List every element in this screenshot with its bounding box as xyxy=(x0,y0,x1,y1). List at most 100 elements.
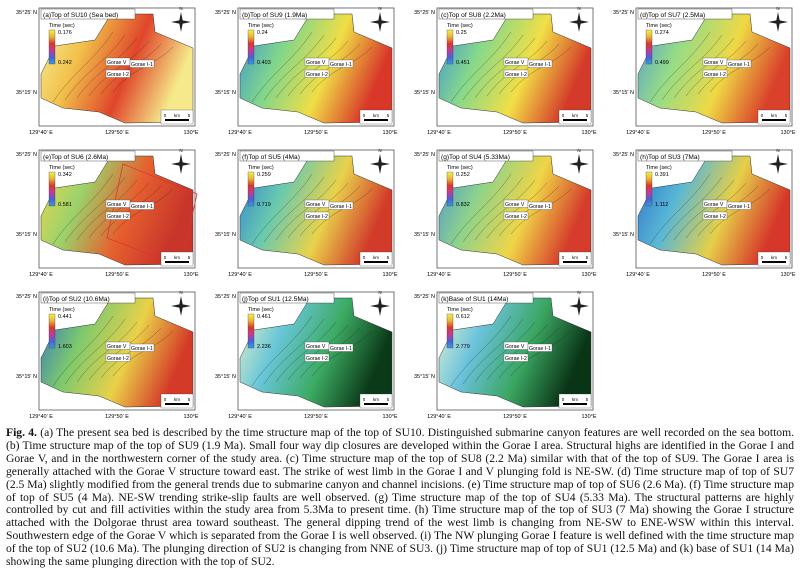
label-box xyxy=(105,69,131,78)
colorbar-label: Time (sec) xyxy=(447,307,473,313)
structure-label: Gorae I-1 xyxy=(529,62,551,68)
scale-label: 5 xyxy=(785,255,788,260)
scale-label: km xyxy=(771,255,777,260)
lat-label: 35°15' N xyxy=(215,90,236,96)
label-box xyxy=(328,59,354,68)
lon-label: 129°40' E xyxy=(427,130,451,136)
label-box xyxy=(503,211,529,220)
scale-bar xyxy=(563,119,587,121)
lon-label: 129°50' E xyxy=(304,130,328,136)
scale-label: 5 xyxy=(586,255,589,260)
structure-label: Gorae I-1 xyxy=(330,204,352,210)
contour-line xyxy=(88,40,150,97)
label-box xyxy=(503,69,529,78)
colorbar-min: 0.24 xyxy=(257,30,268,36)
lat-label: 35°25' N xyxy=(16,10,37,16)
label-box xyxy=(328,343,354,352)
contour-line xyxy=(661,176,723,243)
scale-label: 0 xyxy=(363,113,366,118)
contour-line xyxy=(64,176,126,243)
structure-label: Gorae I-2 xyxy=(704,72,726,78)
north-label: N xyxy=(179,6,182,11)
scale-label: km xyxy=(572,397,578,402)
lon-label: 129°50' E xyxy=(105,414,129,420)
lon-label: 129°40' E xyxy=(29,272,53,278)
panel-title: (g)Top of SU4 (5.33Ma) xyxy=(441,154,510,161)
scale-label: 5 xyxy=(188,255,191,260)
title-box xyxy=(637,8,733,20)
lon-label: 129°40' E xyxy=(228,272,252,278)
lat-label: 35°15' N xyxy=(16,90,37,96)
structure-label: Gorae I-2 xyxy=(505,72,527,78)
contour-line xyxy=(474,179,536,241)
scale-label: 0 xyxy=(164,113,167,118)
title-box xyxy=(239,292,335,304)
scale-label: km xyxy=(771,113,777,118)
lon-label: 129°40' E xyxy=(228,130,252,136)
lon-label: 130°E xyxy=(581,272,596,278)
colorbar-label: Time (sec) xyxy=(447,165,473,171)
contour-line xyxy=(275,179,337,241)
north-label: N xyxy=(378,6,381,11)
contour-line xyxy=(52,315,114,387)
map-panel: (a)Top of SU10 (Sea bed) Time (sec) 0.176 0… xyxy=(3,2,199,140)
north-arrow xyxy=(569,12,589,32)
colorbar-label: Time (sec) xyxy=(49,165,75,171)
lat-label: 35°15' N xyxy=(215,232,236,238)
map-panel: (g)Top of SU4 (5.33Ma) Time (sec) 0.252 0.8… xyxy=(401,144,597,282)
colorbar xyxy=(247,313,255,349)
north-arrow xyxy=(370,154,390,174)
lon-label: 129°40' E xyxy=(29,130,53,136)
survey-area xyxy=(239,297,393,408)
lat-label: 35°15' N xyxy=(215,374,236,380)
north-arrow xyxy=(370,296,390,316)
contour-line xyxy=(462,34,524,101)
label-box xyxy=(527,201,553,210)
lon-label: 130°E xyxy=(581,414,596,420)
lat-label: 35°25' N xyxy=(613,10,634,16)
lon-label: 129°40' E xyxy=(228,414,252,420)
colorbar xyxy=(48,313,56,349)
contour-line xyxy=(52,173,114,245)
scale-label: 0 xyxy=(562,255,565,260)
label-box xyxy=(129,343,155,352)
lat-label: 35°15' N xyxy=(16,374,37,380)
structure-label: Gorae I-1 xyxy=(330,62,352,68)
structure-label: Gorae V xyxy=(107,202,127,208)
lon-label: 129°50' E xyxy=(503,272,527,278)
contour-line xyxy=(275,37,337,99)
scale-label: 5 xyxy=(586,113,589,118)
contour-line xyxy=(450,315,512,387)
label-box xyxy=(105,353,131,362)
survey-area xyxy=(40,13,194,124)
lon-label: 129°40' E xyxy=(626,130,650,136)
contour-line xyxy=(251,173,313,245)
colorbar-max: 0.719 xyxy=(257,202,271,208)
scale-label: 0 xyxy=(363,255,366,260)
contour-line xyxy=(64,318,126,385)
contour-line xyxy=(474,37,536,99)
structure-label: Gorae V xyxy=(306,202,326,208)
panel-title: (c)Top of SU8 (2.2Ma) xyxy=(441,12,506,19)
lon-label: 129°40' E xyxy=(29,414,53,420)
title-box xyxy=(239,150,335,162)
structure-label: Gorae I-2 xyxy=(306,214,328,220)
contour-line xyxy=(685,40,747,97)
scale-label: km xyxy=(373,397,379,402)
contour-line xyxy=(486,324,548,381)
scale-label: 0 xyxy=(562,113,565,118)
map: (f)Top of SU5 (4Ma) Time (sec)0.259 0.719 N… xyxy=(215,148,398,278)
label-box xyxy=(527,59,553,68)
label-box xyxy=(304,353,330,362)
scale-label: km xyxy=(373,255,379,260)
scale-label: 5 xyxy=(188,397,191,402)
lon-label: 129°50' E xyxy=(105,130,129,136)
north-arrow xyxy=(569,154,589,174)
label-box xyxy=(702,211,728,220)
contour-line xyxy=(450,31,512,103)
contour-line xyxy=(76,37,138,99)
contour-line xyxy=(76,321,138,383)
colorbar-min: 0.25 xyxy=(456,30,467,36)
panel-title: (b)Top of SU9 (1.9Ma) xyxy=(242,12,307,19)
panel-title: (f)Top of SU5 (4Ma) xyxy=(242,154,300,161)
